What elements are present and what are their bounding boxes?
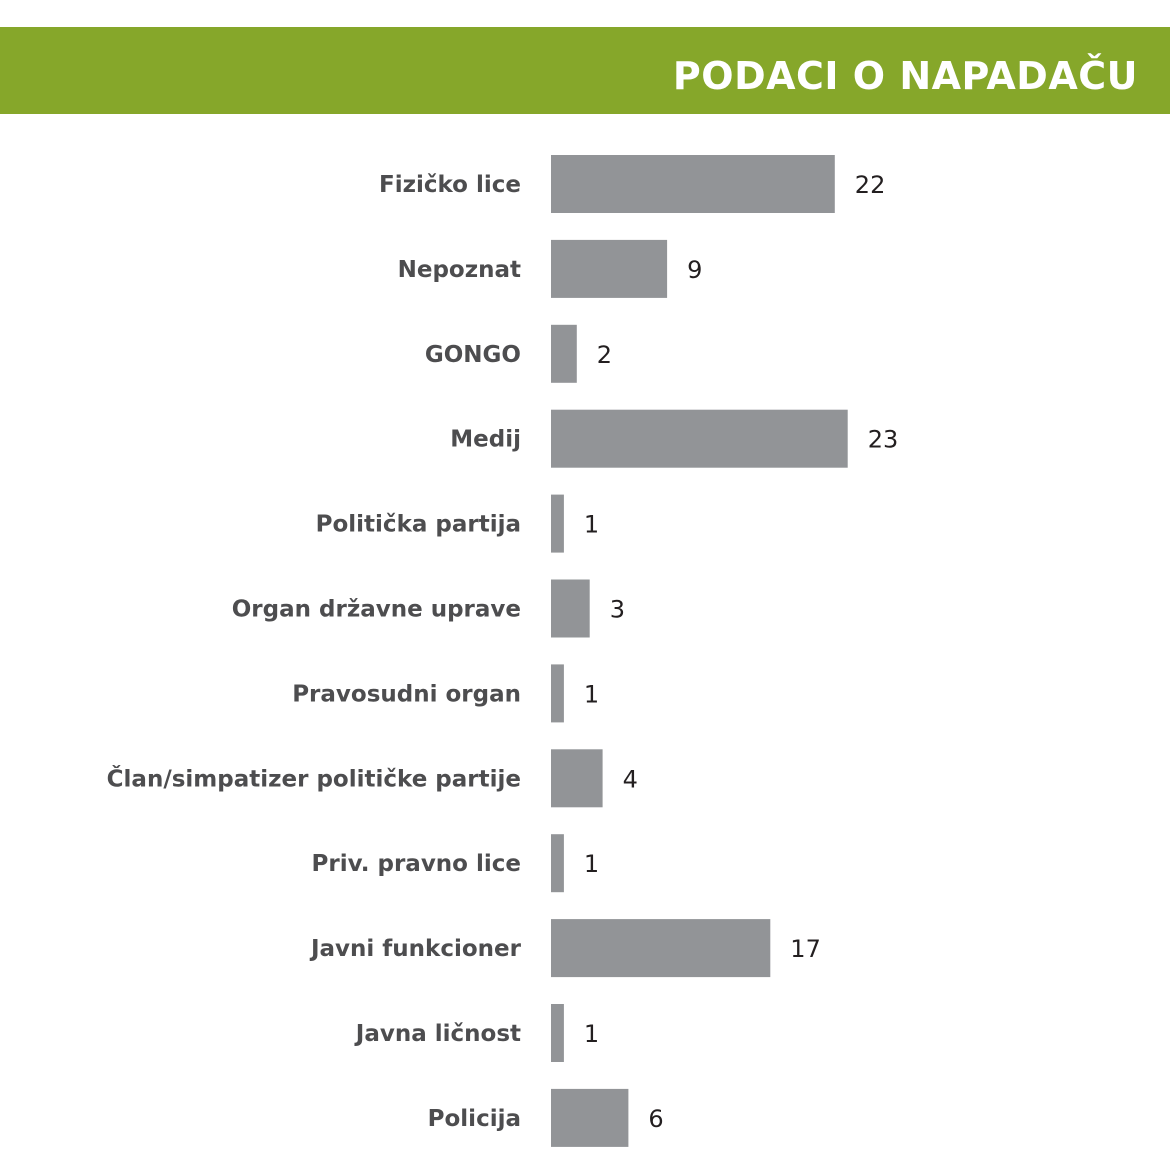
bar bbox=[551, 834, 564, 893]
category-label: Javna ličnost bbox=[354, 1021, 521, 1047]
value-label: 2 bbox=[597, 341, 612, 369]
category-label: Politička partija bbox=[316, 512, 521, 538]
category-label: Javni funkcioner bbox=[309, 936, 522, 962]
bar bbox=[551, 749, 603, 808]
category-label: GONGO bbox=[425, 342, 521, 368]
header-band bbox=[0, 27, 1170, 114]
category-label: Medij bbox=[450, 427, 521, 453]
value-label: 3 bbox=[610, 596, 625, 624]
bar bbox=[551, 155, 835, 213]
category-label: Priv. pravno lice bbox=[312, 851, 521, 877]
value-label: 1 bbox=[584, 680, 599, 708]
value-label: 6 bbox=[648, 1105, 663, 1133]
value-label: 1 bbox=[584, 511, 599, 539]
bar bbox=[551, 1088, 629, 1147]
bar bbox=[551, 579, 590, 638]
value-label: 1 bbox=[584, 850, 599, 878]
value-label: 17 bbox=[790, 935, 821, 963]
bar bbox=[551, 324, 577, 383]
category-label: Pravosudni organ bbox=[292, 681, 521, 707]
category-label: Član/simpatizer političke partije bbox=[107, 764, 521, 792]
category-label: Policija bbox=[428, 1106, 521, 1132]
bar bbox=[551, 239, 668, 298]
bar bbox=[551, 664, 564, 723]
value-label: 22 bbox=[855, 171, 886, 199]
page-title: PODACI O NAPADAČU bbox=[672, 54, 1138, 98]
value-label: 1 bbox=[584, 1020, 599, 1048]
bar bbox=[551, 1004, 564, 1062]
value-label: 4 bbox=[623, 765, 638, 793]
value-label: 23 bbox=[868, 426, 899, 454]
category-label: Fizičko lice bbox=[379, 172, 521, 198]
bar bbox=[551, 409, 848, 468]
bar bbox=[551, 919, 771, 978]
category-label: Organ državne uprave bbox=[232, 597, 521, 623]
value-label: 9 bbox=[687, 256, 702, 284]
bar bbox=[551, 494, 564, 553]
category-label: Nepoznat bbox=[398, 257, 521, 283]
